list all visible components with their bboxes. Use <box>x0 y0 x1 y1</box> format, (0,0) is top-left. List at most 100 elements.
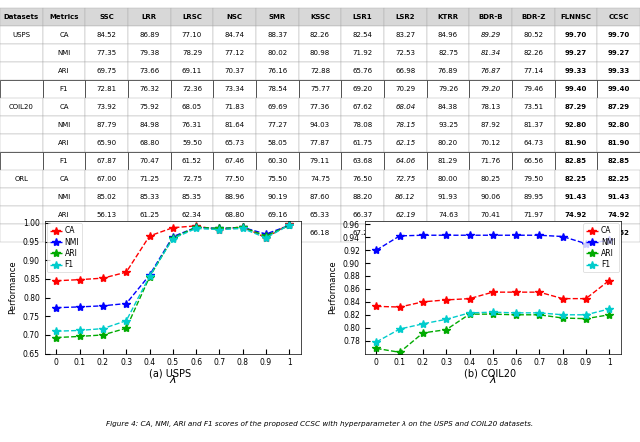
F1 <box>239 226 246 231</box>
Line: NMI: NMI <box>372 231 613 254</box>
ARI <box>76 334 84 339</box>
ARI <box>169 235 177 240</box>
Y-axis label: Performance: Performance <box>328 260 337 314</box>
CA <box>536 290 543 295</box>
NMI <box>262 232 269 237</box>
ARI <box>216 226 223 231</box>
F1 <box>285 222 293 228</box>
NMI <box>76 304 84 309</box>
CA <box>239 224 246 229</box>
Line: NMI: NMI <box>52 221 293 312</box>
F1 <box>466 310 474 316</box>
ARI <box>466 312 474 317</box>
ARI <box>52 335 60 340</box>
F1 <box>146 274 154 279</box>
X-axis label: $\lambda$: $\lambda$ <box>489 373 497 385</box>
F1 <box>536 310 543 316</box>
CA <box>489 290 497 295</box>
NMI <box>582 241 589 246</box>
CA <box>52 278 60 283</box>
X-axis label: $\lambda$: $\lambda$ <box>169 373 177 385</box>
F1 <box>372 339 380 345</box>
F1 <box>512 310 520 316</box>
NMI <box>146 273 154 278</box>
Legend: CA, NMI, ARI, F1: CA, NMI, ARI, F1 <box>583 223 618 272</box>
CA <box>285 221 293 227</box>
ARI <box>262 233 269 239</box>
ARI <box>419 330 427 335</box>
NMI <box>239 225 246 230</box>
ARI <box>372 346 380 351</box>
ARI <box>146 274 154 280</box>
NMI <box>192 225 200 230</box>
NMI <box>99 303 107 309</box>
NMI <box>372 248 380 253</box>
CA <box>146 233 154 239</box>
F1 <box>605 306 613 312</box>
CA <box>419 299 427 305</box>
NMI <box>512 232 520 238</box>
F1 <box>396 326 404 332</box>
Text: Figure 4: CA, NMI, ARI and F1 scores of the proposed CCSC with hyperparameter λ : Figure 4: CA, NMI, ARI and F1 scores of … <box>106 421 534 427</box>
CA <box>122 270 130 275</box>
NMI <box>122 301 130 306</box>
ARI <box>605 312 613 317</box>
F1 <box>76 328 84 333</box>
Legend: CA, NMI, ARI, F1: CA, NMI, ARI, F1 <box>47 223 83 272</box>
Line: ARI: ARI <box>372 310 613 357</box>
CA <box>512 290 520 295</box>
CA <box>99 275 107 281</box>
CA <box>192 223 200 229</box>
F1 <box>169 236 177 241</box>
CA <box>605 278 613 283</box>
ARI <box>489 312 497 317</box>
Y-axis label: Performance: Performance <box>8 260 17 314</box>
F1 <box>122 318 130 324</box>
CA <box>582 296 589 301</box>
Line: CA: CA <box>52 220 293 285</box>
F1 <box>559 312 566 317</box>
NMI <box>559 234 566 239</box>
ARI <box>559 316 566 321</box>
Line: F1: F1 <box>52 221 293 335</box>
CA <box>372 304 380 309</box>
Line: ARI: ARI <box>52 221 293 342</box>
ARI <box>239 225 246 230</box>
NMI <box>466 232 474 238</box>
NMI <box>216 226 223 231</box>
Line: F1: F1 <box>372 305 613 346</box>
NMI <box>52 305 60 310</box>
CA <box>559 296 566 301</box>
F1 <box>489 309 497 315</box>
CA <box>216 227 223 232</box>
NMI <box>536 232 543 238</box>
ARI <box>442 327 450 332</box>
NMI <box>169 234 177 239</box>
ARI <box>122 326 130 331</box>
F1 <box>192 226 200 231</box>
ARI <box>512 312 520 317</box>
CA <box>396 305 404 310</box>
ARI <box>192 225 200 230</box>
NMI <box>396 233 404 239</box>
CA <box>466 296 474 301</box>
NMI <box>605 238 613 243</box>
CA <box>262 235 269 240</box>
Line: CA: CA <box>372 276 613 311</box>
NMI <box>489 232 497 238</box>
Text: (a) USPS: (a) USPS <box>148 369 191 378</box>
F1 <box>262 235 269 240</box>
Text: (b) COIL20: (b) COIL20 <box>463 369 516 378</box>
ARI <box>99 332 107 338</box>
ARI <box>582 316 589 321</box>
F1 <box>216 227 223 232</box>
ARI <box>396 350 404 355</box>
CA <box>442 297 450 303</box>
CA <box>76 277 84 282</box>
F1 <box>442 316 450 322</box>
F1 <box>99 326 107 331</box>
NMI <box>442 232 450 238</box>
F1 <box>582 312 589 317</box>
NMI <box>419 232 427 238</box>
ARI <box>285 223 293 228</box>
